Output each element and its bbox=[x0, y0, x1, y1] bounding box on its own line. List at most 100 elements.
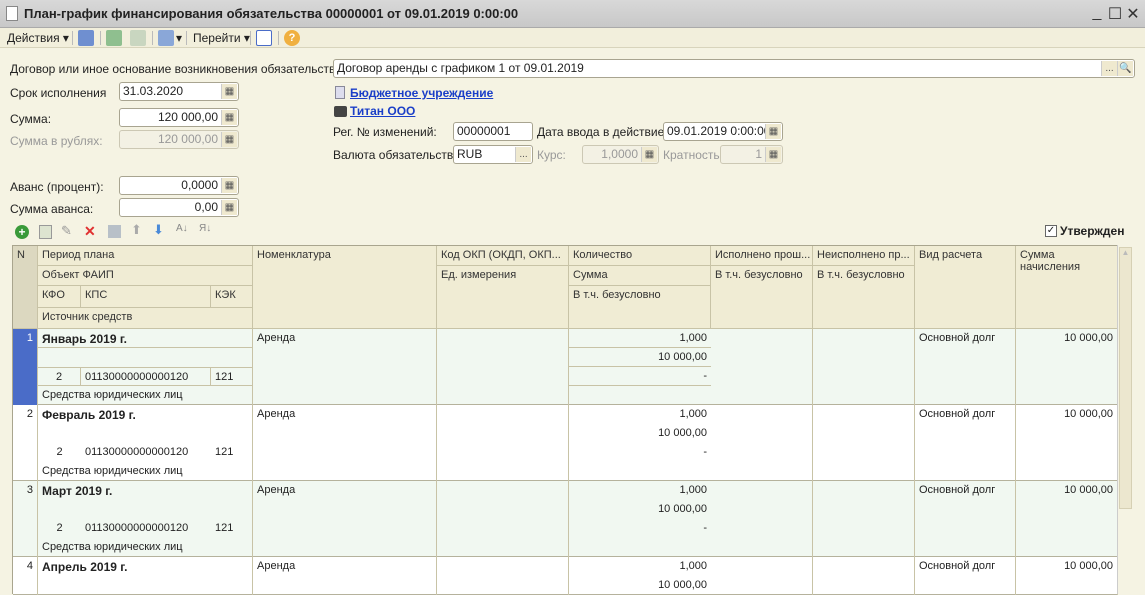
cell-sum[interactable]: 10 000,00 bbox=[658, 427, 707, 439]
column-header-notdone_u[interactable]: В т.ч. безусловно bbox=[813, 266, 915, 329]
cell-period[interactable]: Апрель 2019 г. bbox=[42, 560, 128, 574]
table-row[interactable]: 2 Февраль 2019 г. 2 01130000000000120 121 Сре… bbox=[13, 405, 1118, 481]
organization-link[interactable]: Бюджетное учреждение bbox=[350, 86, 494, 100]
select-button[interactable]: ... bbox=[1101, 61, 1117, 76]
calculator-icon[interactable]: ▦ bbox=[221, 178, 237, 193]
cell-qty[interactable]: 1,000 bbox=[679, 408, 707, 420]
goto-menu[interactable]: Перейти ▾ bbox=[193, 31, 250, 45]
calculator-icon[interactable]: ▦ bbox=[221, 200, 237, 215]
delete-icon[interactable]: ✕ bbox=[84, 223, 96, 239]
counterparty-link[interactable]: Титан ООО bbox=[350, 104, 416, 118]
cell-sum[interactable]: 10 000,00 bbox=[658, 503, 707, 515]
sort-asc-icon[interactable]: A↓ bbox=[176, 223, 188, 234]
cell-uncond[interactable]: - bbox=[703, 522, 707, 534]
cell-accr[interactable]: 10 000,00 bbox=[1016, 481, 1118, 557]
cell-kind[interactable]: Основной долг bbox=[915, 329, 1016, 405]
help-icon[interactable]: ? bbox=[284, 30, 300, 46]
table-row[interactable]: 1 Январь 2019 г. 2 01130000000000120 121 Сред… bbox=[13, 329, 1118, 405]
cell-notdone[interactable] bbox=[813, 405, 915, 481]
edit-icon[interactable]: ✎ bbox=[61, 223, 72, 238]
currency-field[interactable]: RUB... bbox=[453, 145, 533, 164]
column-header-uncond[interactable]: В т.ч. безусловно bbox=[569, 286, 711, 329]
cell-n[interactable]: 2 bbox=[13, 405, 38, 481]
sort-desc-icon[interactable]: Я↓ bbox=[199, 223, 212, 234]
table-row[interactable]: 3 Март 2019 г. 2 01130000000000120 121 Средст… bbox=[13, 481, 1118, 557]
search-icon[interactable]: 🔍 bbox=[1117, 61, 1133, 76]
cell-uncond[interactable]: - bbox=[569, 367, 711, 386]
cell-n[interactable]: 3 bbox=[13, 481, 38, 557]
cell-nom[interactable]: Аренда bbox=[253, 481, 437, 557]
cell-kek[interactable]: 121 bbox=[215, 446, 234, 458]
select-button[interactable]: ... bbox=[515, 147, 531, 162]
column-header-source[interactable]: Источник средств bbox=[38, 308, 253, 329]
reg-number-field[interactable]: 00000001 bbox=[453, 122, 533, 141]
cell-kek[interactable]: 121 bbox=[215, 522, 234, 534]
table-row[interactable]: 4 Апрель 2019 г. Аренда 1,000 10 000,00 Основ… bbox=[13, 557, 1118, 595]
save-icon[interactable] bbox=[108, 225, 121, 238]
cell-okp[interactable] bbox=[437, 329, 569, 405]
cell-notdone[interactable] bbox=[813, 481, 915, 557]
cell-kind[interactable]: Основной долг bbox=[915, 557, 1016, 595]
cell-sum[interactable]: 10 000,00 bbox=[658, 579, 707, 591]
cell-source[interactable]: Средства юридических лиц bbox=[42, 389, 183, 401]
effective-date-field[interactable]: 09.01.2019 0:00:00 ▦ bbox=[663, 122, 783, 141]
cell-period[interactable]: Март 2019 г. bbox=[42, 484, 113, 498]
cell-okp[interactable] bbox=[437, 557, 569, 595]
calendar-icon[interactable]: ▦ bbox=[765, 124, 781, 139]
column-header-qty[interactable]: Количество bbox=[569, 246, 711, 266]
cell-notdone[interactable] bbox=[813, 557, 915, 595]
column-header-kind[interactable]: Вид расчета bbox=[915, 246, 1016, 329]
column-header-accr[interactable]: Сумма начисления bbox=[1016, 246, 1118, 329]
cell-okp[interactable] bbox=[437, 405, 569, 481]
column-header-kps[interactable]: КПС bbox=[81, 286, 211, 308]
cell-done[interactable] bbox=[711, 557, 813, 595]
cell-nom[interactable]: Аренда bbox=[253, 557, 437, 595]
based-on-icon[interactable] bbox=[158, 30, 174, 46]
scrollbar-thumb[interactable]: ▲ bbox=[1119, 247, 1132, 509]
report-icon[interactable] bbox=[256, 30, 272, 46]
contract-field[interactable]: Договор аренды с графиком 1 от 09.01.201… bbox=[333, 59, 1135, 78]
cell-kps[interactable]: 01130000000000120 bbox=[85, 446, 189, 458]
advance-sum-field[interactable]: 0,00 ▦ bbox=[119, 198, 239, 217]
cell-kfo[interactable]: 2 bbox=[38, 367, 81, 386]
cell-source[interactable]: Средства юридических лиц bbox=[42, 541, 183, 553]
refresh-icon[interactable] bbox=[106, 30, 122, 46]
cell-accr[interactable]: 10 000,00 bbox=[1016, 329, 1118, 405]
cell-n[interactable]: 1 bbox=[13, 329, 38, 405]
calendar-icon[interactable]: ▦ bbox=[221, 84, 237, 99]
cell-okp[interactable] bbox=[437, 481, 569, 557]
cell-source[interactable]: Средства юридических лиц bbox=[42, 465, 183, 477]
cell-kfo[interactable]: 2 bbox=[56, 522, 63, 534]
cell-notdone[interactable] bbox=[813, 329, 915, 405]
calculator-icon[interactable]: ▦ bbox=[221, 110, 237, 125]
cell-accr[interactable]: 10 000,00 bbox=[1016, 557, 1118, 595]
cell-qty[interactable]: 1,000 bbox=[679, 560, 707, 572]
cell-period[interactable]: Февраль 2019 г. bbox=[42, 408, 136, 422]
cell-nom[interactable]: Аренда bbox=[253, 405, 437, 481]
cell-kps[interactable]: 01130000000000120 bbox=[85, 522, 189, 534]
column-header-done[interactable]: Исполнено прош... bbox=[711, 246, 813, 266]
close-button[interactable]: ✕ bbox=[1126, 6, 1140, 23]
maximize-button[interactable]: ☐ bbox=[1107, 6, 1123, 23]
post-and-close-icon[interactable] bbox=[78, 30, 94, 46]
column-header-done_u[interactable]: В т.ч. безусловно bbox=[711, 266, 813, 329]
column-header-faip[interactable]: Объект ФАИП bbox=[38, 266, 253, 286]
move-up-icon[interactable]: ⬆ bbox=[131, 222, 142, 237]
column-header-period[interactable]: Период плана bbox=[38, 246, 253, 266]
minimize-button[interactable]: _ bbox=[1092, 4, 1102, 21]
cell-period[interactable]: Январь 2019 г. bbox=[38, 329, 253, 348]
advance-pct-field[interactable]: 0,0000 ▦ bbox=[119, 176, 239, 195]
cell-qty[interactable]: 1,000 bbox=[679, 484, 707, 496]
cell-nom[interactable]: Аренда bbox=[253, 329, 437, 405]
column-header-kek[interactable]: КЭК bbox=[211, 286, 253, 308]
add-row-icon[interactable]: + bbox=[15, 225, 29, 239]
copy-row-icon[interactable] bbox=[39, 225, 52, 239]
cell-kfo[interactable]: 2 bbox=[56, 446, 63, 458]
copy-icon[interactable] bbox=[130, 30, 146, 46]
sum-field[interactable]: 120 000,00 ▦ bbox=[119, 108, 239, 127]
cell-kps[interactable]: 01130000000000120 bbox=[81, 367, 211, 386]
cell-sum[interactable]: 10 000,00 bbox=[569, 348, 711, 367]
column-header-sum[interactable]: Сумма bbox=[569, 266, 711, 286]
vertical-scrollbar[interactable]: ▲ bbox=[1117, 245, 1133, 594]
column-header-okp[interactable]: Код ОКП (ОКДП, ОКП... bbox=[437, 246, 569, 266]
